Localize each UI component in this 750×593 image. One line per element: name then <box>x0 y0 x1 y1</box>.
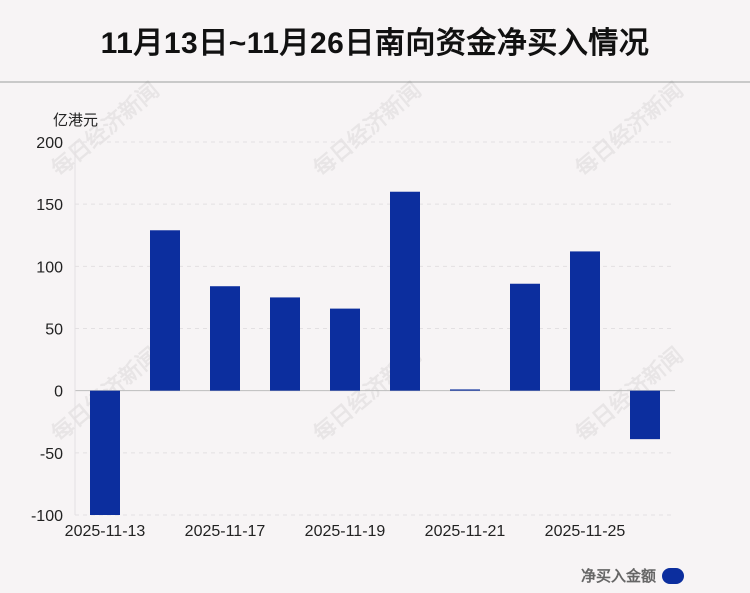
y-axis-unit-label: 亿港元 <box>53 112 98 129</box>
legend-label: 净买入金额 <box>580 568 656 585</box>
bar-2025-11-25 <box>570 251 600 391</box>
x-tick-label: 2025-11-13 <box>65 523 146 540</box>
bar-2025-11-26 <box>630 390 660 440</box>
y-tick-label: -100 <box>31 508 63 525</box>
bar-2025-11-24 <box>510 283 540 391</box>
bar-2025-11-17 <box>210 286 240 391</box>
y-tick-label: 50 <box>45 322 63 339</box>
title-divider <box>0 81 750 83</box>
x-tick-label: 2025-11-19 <box>305 523 386 540</box>
x-axis: 2025-11-13 2025-11-17 2025-11-19 2025-11-21… <box>65 523 626 540</box>
legend: 净买入金额 <box>581 565 684 586</box>
bars <box>90 191 660 515</box>
watermark-text: 每日经济新闻 <box>309 77 426 181</box>
y-tick-label: -50 <box>40 446 63 463</box>
y-axis: 200 150 100 50 0 -50 -100 <box>31 135 76 525</box>
bar-2025-11-19 <box>330 308 360 391</box>
bar-2025-11-13 <box>90 390 120 515</box>
watermark-text: 每日经济新闻 <box>571 77 688 181</box>
legend-swatch <box>662 567 684 584</box>
bar-2025-11-18 <box>270 297 300 391</box>
y-tick-label: 150 <box>36 197 63 214</box>
chart-title: 11月13日~11月26日南向资金净买入情况 <box>100 27 650 60</box>
bar-2025-11-20 <box>390 191 420 391</box>
y-tick-label: 100 <box>36 259 63 276</box>
y-tick-label: 200 <box>36 135 63 152</box>
x-tick-label: 2025-11-17 <box>185 523 266 540</box>
bar-2025-11-14 <box>150 230 180 391</box>
x-tick-label: 2025-11-25 <box>545 523 626 540</box>
y-tick-label: 0 <box>54 384 63 401</box>
watermark-text: 每日经济新闻 <box>47 77 164 181</box>
x-tick-label: 2025-11-21 <box>425 523 506 540</box>
bar-2025-11-21 <box>450 389 480 391</box>
